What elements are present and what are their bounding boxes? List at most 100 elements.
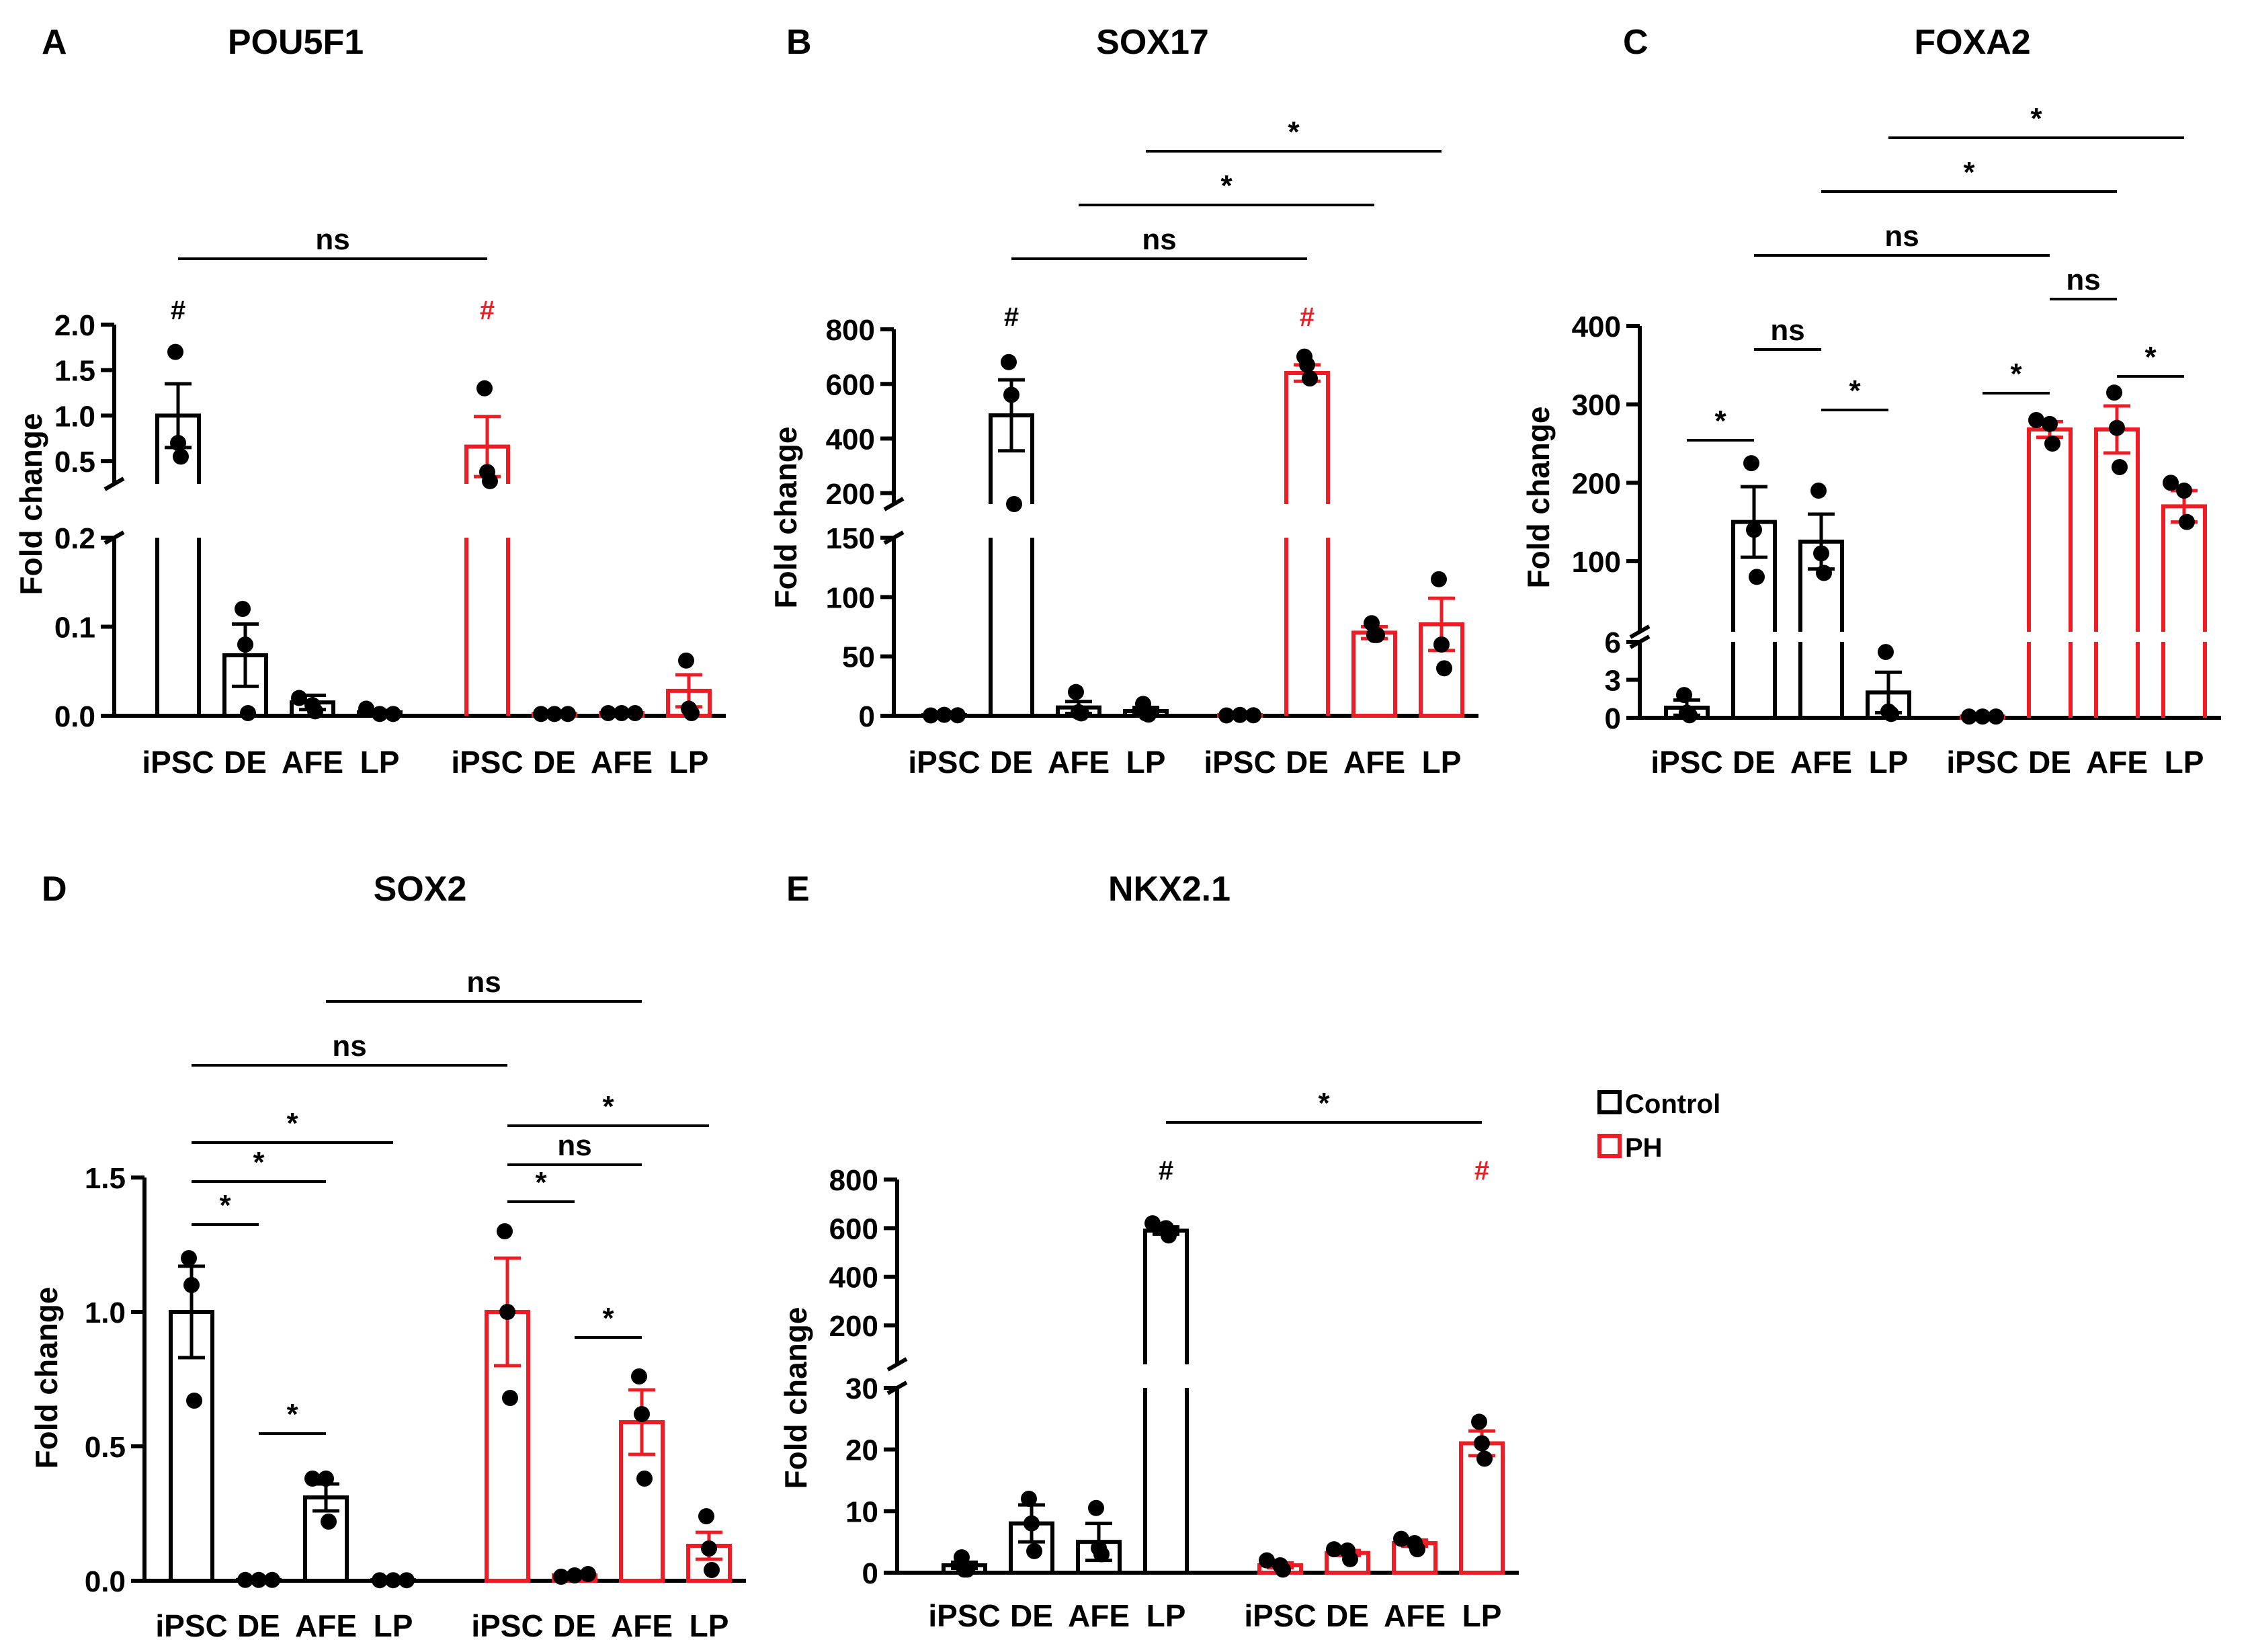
data-point (307, 703, 323, 720)
y-tick-label: 150 (826, 522, 875, 555)
bar (1351, 630, 1397, 718)
x-tick-label: DE (553, 1608, 596, 1643)
x-tick-label: LP (1126, 745, 1166, 780)
panel-title-pou5f1: POU5F1 (228, 23, 364, 62)
panel-title-sox17: SOX17 (1096, 23, 1209, 62)
significance-hash: # (1159, 1156, 1173, 1186)
data-point (358, 700, 374, 717)
data-point (1218, 707, 1235, 724)
x-tick-label: LP (374, 1608, 413, 1643)
data-point (1436, 660, 1452, 677)
x-tick-label: iPSC (908, 745, 980, 780)
y-tick-label: 0.5 (85, 1431, 126, 1464)
data-point (923, 707, 939, 724)
data-point (1369, 626, 1385, 643)
x-tick-label: LP (1146, 1598, 1186, 1633)
panel-title-nkx21: NKX2.1 (1108, 870, 1231, 909)
data-point (1259, 1552, 1275, 1569)
x-tick-label: DE (1010, 1598, 1053, 1633)
data-point (1878, 644, 1894, 661)
data-point (502, 1390, 518, 1406)
comparison-label: * (286, 1398, 298, 1431)
x-tick-label: iPSC (155, 1608, 227, 1643)
data-point (560, 706, 576, 722)
data-point (567, 1567, 583, 1583)
data-point (533, 706, 549, 722)
comparison-label: * (1714, 405, 1726, 438)
data-point (1140, 706, 1157, 723)
data-point (1743, 455, 1759, 472)
significance-hash: # (171, 296, 185, 325)
y-tick-label: 0.1 (54, 612, 95, 645)
y-tick-label: 0.5 (54, 446, 95, 479)
data-point (251, 1571, 267, 1588)
legend: Control PH (1597, 1089, 1720, 1163)
panel-b-chart: 0 50 100 150 200 400 600 800 Fold change iPSC DE AF… (768, 116, 1478, 780)
y-tick-label: 200 (829, 1310, 878, 1343)
comparison-label: ns (466, 966, 501, 999)
data-point (167, 343, 183, 360)
comparison-label: ns (557, 1129, 591, 1162)
y-tick-label: 0 (859, 700, 875, 733)
x-tick-label: iPSC (142, 745, 214, 780)
x-tick-label: AFE (1384, 1598, 1446, 1633)
legend-control-label: Control (1625, 1089, 1720, 1119)
data-point (1073, 705, 1089, 722)
x-tick-label: AFE (295, 1608, 357, 1643)
comparison-label: * (1318, 1087, 1330, 1120)
x-tick-label: LP (690, 1608, 729, 1643)
data-point (1474, 1435, 1490, 1452)
y-tick-label: 200 (826, 478, 875, 511)
data-point (600, 705, 616, 722)
data-point (291, 690, 307, 706)
data-point (183, 1277, 200, 1293)
y-tick-label: 30 (845, 1372, 878, 1405)
comparison-label: ns (315, 223, 349, 256)
x-tick-label: AFE (611, 1608, 673, 1643)
y-tick-label: 400 (829, 1262, 878, 1294)
panel-c-chart: 0 3 6 100 200 300 400 Fold change iPSC DE AFE LP iPS… (1521, 102, 2221, 780)
data-point (1299, 356, 1315, 373)
data-point (499, 1304, 515, 1320)
y-axis-label: Fold change (1521, 407, 1556, 589)
data-point (959, 1561, 975, 1578)
axis-break-mark (103, 477, 125, 491)
data-point (1813, 545, 1829, 562)
x-tick-label: DE (2028, 745, 2071, 780)
significance-hash: # (1004, 302, 1019, 332)
data-point (636, 1471, 653, 1487)
x-tick-label: AFE (1068, 1598, 1130, 1633)
data-point (1001, 354, 1017, 370)
x-tick-label: DE (990, 745, 1033, 780)
x-tick-label: iPSC (451, 745, 523, 780)
x-tick-label: iPSC (1946, 745, 2018, 780)
data-point (1810, 483, 1827, 499)
comparison-label: ns (1142, 223, 1176, 256)
data-point (1676, 687, 1692, 704)
data-point (1961, 708, 1977, 725)
data-point (1245, 707, 1261, 724)
data-point (1681, 707, 1698, 724)
data-point (683, 705, 700, 722)
data-point (2109, 419, 2125, 436)
data-point (2028, 412, 2044, 428)
y-tick-label: 1.0 (85, 1296, 126, 1329)
comparison-label: * (286, 1107, 298, 1140)
y-tick-label: 600 (829, 1212, 878, 1245)
comparison-label: * (602, 1302, 614, 1335)
data-point (1471, 1413, 1487, 1430)
significance-hash: # (1474, 1156, 1489, 1186)
y-axis-label: Fold change (778, 1307, 813, 1489)
data-point (385, 706, 401, 722)
y-tick-label: 1.5 (85, 1162, 126, 1195)
data-point (954, 1549, 970, 1566)
data-point (1161, 1227, 1177, 1244)
data-point (1974, 708, 1991, 725)
data-point (2179, 513, 2195, 530)
y-tick-label: 400 (1572, 311, 1621, 343)
data-point (2112, 459, 2128, 475)
y-tick-label: 200 (1572, 467, 1621, 500)
y-tick-label: 300 (1572, 389, 1621, 422)
data-point (181, 1250, 197, 1266)
